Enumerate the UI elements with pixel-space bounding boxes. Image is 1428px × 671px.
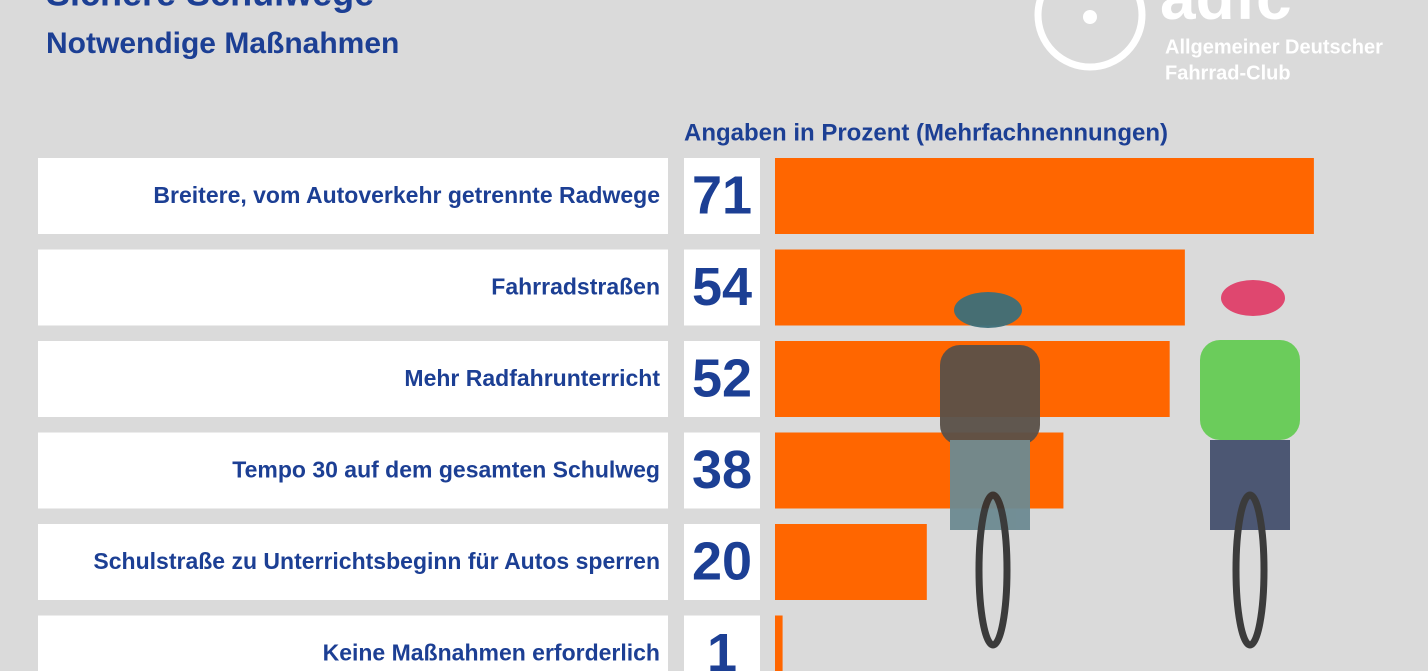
bar [775, 615, 783, 671]
value-label: 38 [692, 440, 752, 500]
logo-ring [1034, 0, 1146, 71]
jacket [940, 345, 1040, 445]
logo-line: Allgemeiner Deutscher [1165, 36, 1383, 58]
value-label: 54 [692, 257, 752, 317]
value-box [684, 432, 760, 509]
label-box [38, 341, 668, 417]
legs [1210, 440, 1290, 530]
legs [950, 440, 1030, 530]
value-box [684, 524, 760, 600]
bar [775, 524, 927, 600]
value-label: 71 [692, 165, 752, 225]
logo-name: adfc [1160, 0, 1292, 33]
logo: adfc Allgemeiner Deutscher Fahrrad-Club [1034, 0, 1383, 84]
label-box [38, 524, 668, 600]
illustration [940, 280, 1300, 649]
value-box [684, 341, 760, 417]
rows: Breitere, vom Autoverkehr getrennte Radw… [38, 158, 1314, 671]
chart-title: Sichere Schulwege [46, 0, 374, 14]
category-label: Tempo 30 auf dem gesamten Schulweg [232, 457, 660, 483]
category-label: Breitere, vom Autoverkehr getrennte Radw… [153, 182, 660, 208]
chart-subtitle: Notwendige Maßnahmen [46, 27, 399, 60]
value-label: 52 [692, 348, 752, 408]
category-label: Mehr Radfahrunterricht [404, 365, 660, 391]
bar [775, 158, 1314, 234]
label-box [38, 249, 668, 326]
value-label: 20 [692, 531, 752, 591]
category-label: Schulstraße zu Unterrichtsbeginn für Aut… [93, 548, 660, 574]
value-box [684, 249, 760, 326]
label-box [38, 432, 668, 509]
label-box [38, 615, 668, 671]
wheel [1232, 491, 1268, 649]
helmet [1221, 280, 1285, 316]
helmet [954, 292, 1022, 328]
logo-line: Fahrrad-Club [1165, 62, 1291, 84]
category-label: Fahrradstraßen [491, 274, 660, 300]
logo-dot [1083, 10, 1097, 24]
jacket [1200, 340, 1300, 440]
wheel [975, 491, 1011, 649]
label-box [38, 158, 668, 234]
value-label: 1 [707, 623, 737, 671]
note: Angaben in Prozent (Mehrfachnennungen) [684, 119, 1168, 146]
value-box [684, 158, 760, 234]
value-box [684, 615, 760, 671]
category-label: Keine Maßnahmen erforderlich [323, 640, 660, 666]
